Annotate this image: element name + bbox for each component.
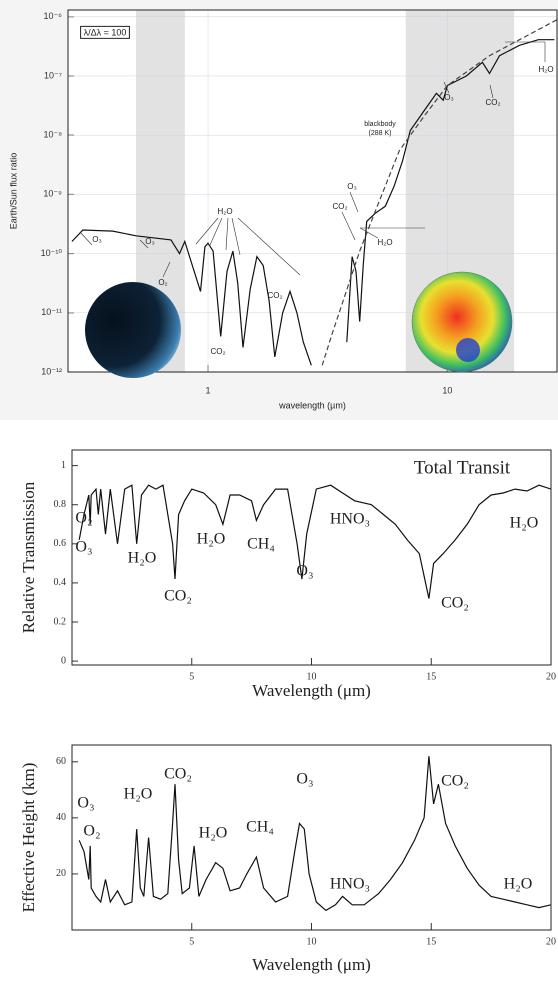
annotation: O₃	[347, 182, 356, 191]
annotation: blackbody	[364, 121, 396, 128]
plot-frame	[67, 9, 558, 373]
y-axis-label: Relative Transmission	[19, 481, 38, 633]
annotation: HNO₃	[330, 876, 370, 893]
annotation: CO₂	[485, 98, 500, 107]
x-tick-label: 1	[206, 385, 211, 395]
annotation: CO₂	[164, 766, 192, 783]
x-axis-label: Wavelength (μm)	[252, 681, 371, 700]
planet-map-spot	[456, 338, 480, 362]
annotation: CO₂	[441, 773, 469, 790]
annotation: O₃	[145, 237, 154, 246]
x-tick-label: 5	[189, 936, 194, 947]
leader-line	[139, 239, 149, 249]
annotation: O₃	[92, 235, 101, 244]
leader-line	[489, 84, 494, 99]
planet-image	[85, 282, 181, 378]
series-line	[71, 39, 555, 366]
y-tick-label: 10⁻⁸	[43, 130, 62, 140]
leader-line	[79, 231, 93, 246]
annotation: O₃	[296, 563, 313, 580]
annotation: CO₂	[332, 202, 347, 211]
y-tick-label: 0.4	[54, 577, 67, 588]
annotation: H₂O	[199, 825, 228, 842]
annotation: H₂O	[197, 531, 226, 548]
annotation: H₂O	[124, 786, 153, 803]
planet-map	[411, 271, 513, 373]
leader-line	[359, 227, 379, 239]
leader-line	[162, 261, 171, 278]
y-tick-label: 0.6	[54, 538, 67, 549]
leader-line	[443, 81, 450, 94]
leader-line	[237, 217, 301, 276]
leader-line	[209, 217, 223, 246]
plot-frame	[71, 449, 552, 666]
annotation: CO₂	[210, 347, 225, 356]
y-tick-label: 10⁻⁷	[44, 70, 62, 80]
leader-line	[195, 217, 219, 245]
y-tick-label: 1	[61, 460, 66, 471]
y-tick-label: 0	[61, 655, 66, 666]
plot-area	[72, 450, 551, 665]
y-tick-label: 20	[56, 868, 66, 879]
x-tick-label: 20	[546, 936, 556, 947]
annotation: CO₂	[267, 291, 282, 300]
annotation: O₃	[296, 771, 313, 788]
y-axis-label: Effective Height (km)	[19, 763, 38, 913]
annotation: (288 K)	[369, 130, 392, 137]
annotation: H₂O	[504, 876, 533, 893]
x-tick-label: 15	[426, 671, 436, 682]
x-axis-label: Wavelength (μm)	[252, 955, 371, 974]
y-tick-label: 40	[56, 812, 66, 823]
leader-line	[231, 217, 241, 256]
plot-frame	[71, 744, 552, 931]
annotation: H₂O	[377, 238, 392, 247]
annotation: CO₂	[164, 588, 192, 605]
y-tick-label: 10⁻⁶	[44, 11, 63, 21]
annotation: O₂	[158, 278, 167, 287]
y-tick-label: 0.8	[54, 499, 67, 510]
y-tick-label: 10⁻¹¹	[41, 307, 62, 317]
y-axis-label: Earth/Sun flux ratio	[8, 153, 18, 230]
plot-area	[72, 745, 551, 930]
annotation: O₂	[75, 510, 92, 527]
x-tick-label: 15	[426, 936, 436, 947]
x-tick-label: 10	[307, 671, 317, 682]
series-line	[78, 756, 551, 912]
annotation: CO₂	[441, 595, 469, 612]
annotation: H₂O	[538, 65, 553, 74]
annotation: CH₄	[247, 536, 275, 553]
annotation: CH₄	[246, 819, 274, 836]
y-tick-label: 10⁻¹⁰	[41, 248, 63, 258]
y-tick-label: 0.2	[54, 616, 67, 627]
annotation: Total Transit	[414, 457, 511, 478]
x-tick-label: 20	[546, 671, 556, 682]
series-line	[78, 484, 551, 599]
annotation: O₃	[75, 539, 92, 556]
annotation: O₃	[77, 795, 94, 812]
y-tick-label: 10⁻⁹	[43, 189, 62, 199]
annotation: O₂	[83, 823, 100, 840]
annotation: H₂O	[510, 515, 539, 532]
annotation: O₃	[444, 93, 453, 102]
annotation-box	[80, 25, 130, 39]
x-tick-label: 5	[189, 671, 194, 682]
annotation: HNO₃	[330, 511, 370, 528]
annotation: H₂O	[217, 207, 232, 216]
leader-line	[341, 211, 356, 241]
x-tick-label: 10	[442, 385, 452, 395]
annotation: H₂O	[128, 550, 157, 567]
y-tick-label: 60	[56, 756, 66, 767]
leader-line	[349, 191, 359, 213]
x-tick-label: 10	[307, 936, 317, 947]
series-line	[321, 19, 557, 366]
annotation: λ/Δλ = 100	[84, 27, 127, 37]
leader-line	[225, 217, 229, 251]
y-tick-label: 10⁻¹²	[41, 366, 62, 376]
x-axis-label: wavelength (µm)	[278, 400, 346, 410]
